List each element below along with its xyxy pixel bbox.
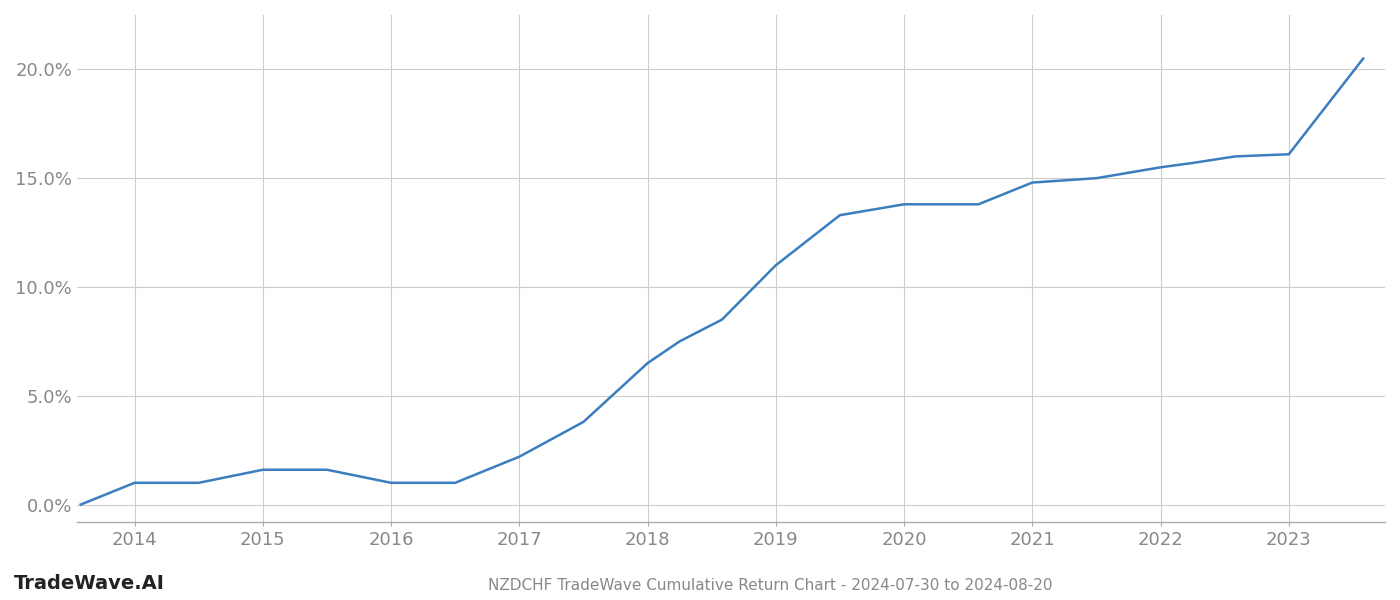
Text: TradeWave.AI: TradeWave.AI [14, 574, 165, 593]
Text: NZDCHF TradeWave Cumulative Return Chart - 2024-07-30 to 2024-08-20: NZDCHF TradeWave Cumulative Return Chart… [487, 578, 1053, 593]
